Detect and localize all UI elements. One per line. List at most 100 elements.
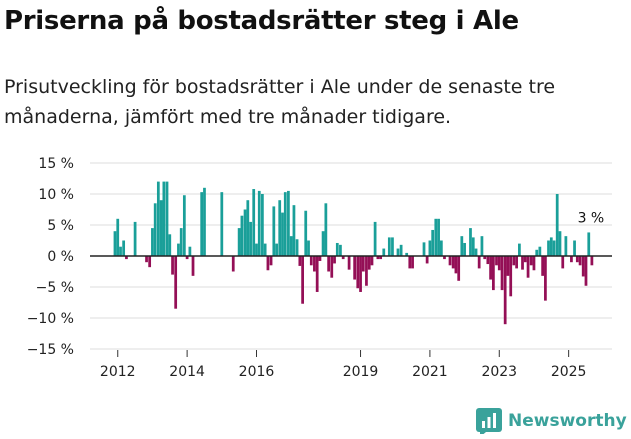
bar [463,242,466,256]
bar [422,242,426,256]
bar [561,256,565,269]
bar [179,228,183,256]
bar [191,256,195,276]
bar [486,256,490,265]
bar [243,209,247,256]
bar [439,240,443,256]
bar [500,256,504,291]
bar [182,195,186,256]
bar [529,256,533,266]
y-tick-label: −5 % [36,280,74,296]
x-tick-label: 2021 [412,364,448,380]
bar [497,256,501,271]
bar [477,256,481,269]
bar [341,256,345,260]
bar [283,192,287,256]
bar [119,246,122,256]
bar [148,256,152,268]
bar [564,236,568,256]
bar [339,244,342,256]
bar-layer [113,181,594,325]
bar [309,256,313,266]
bar [454,256,458,274]
bar [376,256,380,260]
bar [359,256,362,292]
bar [162,181,166,256]
bar [474,248,478,256]
bar [156,181,160,256]
chart-title: Priserna på bostadsrätter steg i Ale [4,6,519,36]
y-tick-label: −10 % [27,311,74,327]
bar [295,239,299,256]
bar [321,231,325,256]
bar [483,256,487,260]
bar [434,218,438,256]
bar [327,256,331,272]
bar [578,256,582,266]
newsworthy-logo-text: Newsworthy [508,411,627,431]
bar [304,210,308,256]
bar [177,243,180,256]
bar [558,231,562,256]
bar [367,256,371,270]
bar [460,236,464,256]
bar [333,256,336,264]
grid-layer [90,162,612,350]
bar [373,221,377,256]
bar [512,256,516,266]
bar [448,256,452,266]
bar [480,236,484,256]
bar [278,200,282,256]
newsworthy-logo: Newsworthy [476,408,627,434]
bar [573,240,576,256]
x-tick-label: 2012 [100,364,136,380]
bar [174,256,178,309]
bar [399,244,403,256]
bar [544,256,547,301]
bar [145,256,148,263]
bar [471,237,475,256]
bar [469,228,472,256]
bar [587,232,591,256]
y-tick-label: 10 % [38,187,74,203]
newsworthy-chart-icon [476,408,502,434]
bar [526,256,530,278]
bar [431,229,435,256]
bar [252,189,256,256]
bar [220,192,224,256]
bar [313,256,316,272]
x-tick-label: 2014 [169,364,205,380]
bar [457,256,461,281]
bar [159,200,163,256]
bar [335,242,339,256]
bar [281,212,284,256]
value-annotation: 3 % [578,210,605,226]
bar [552,240,556,256]
x-tick-label: 2019 [343,364,379,380]
bar [555,194,559,256]
bar [301,256,304,304]
bar [535,249,539,256]
bar [379,256,383,260]
bar [298,256,302,266]
bar [391,237,394,256]
bar [584,256,588,286]
y-tick-label: −15 % [27,342,74,358]
bar [515,256,518,269]
bar [292,205,296,256]
bar [240,215,244,256]
bar [151,228,154,256]
bar [272,206,276,256]
bar [185,256,189,260]
y-tick-label: 0 % [47,249,74,265]
bar [347,256,351,270]
bar [509,256,513,297]
bar [503,256,507,325]
bar [269,256,273,266]
bar [231,256,235,272]
bar [408,256,412,269]
bar [289,236,293,256]
bar [523,256,527,263]
bar [246,200,250,256]
